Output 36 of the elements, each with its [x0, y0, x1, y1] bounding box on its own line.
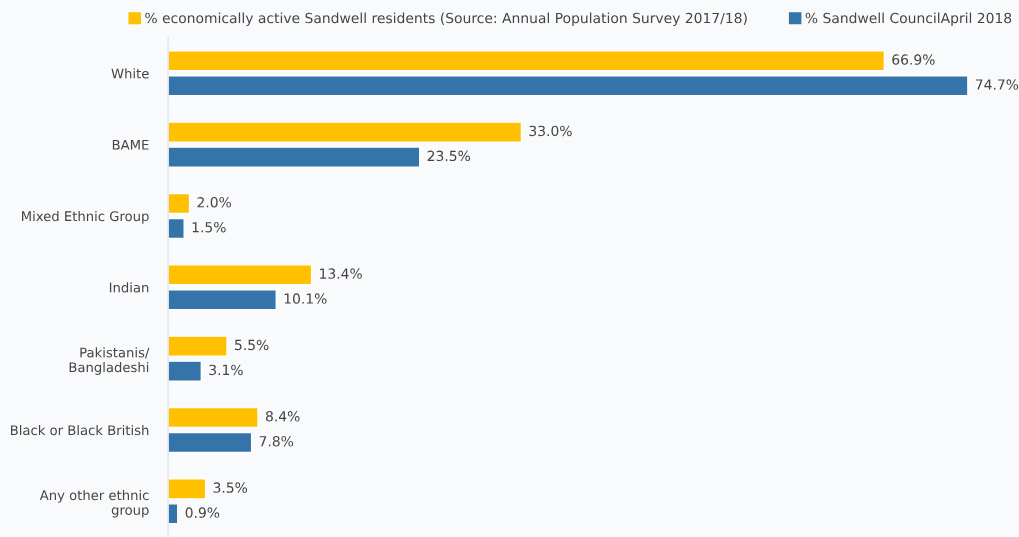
y-tick-label: Any other ethnic group — [39, 489, 149, 518]
bar — [168, 121, 523, 143]
bar — [168, 335, 228, 357]
y-tick-label: Black or Black British — [10, 424, 149, 436]
bar — [168, 192, 191, 215]
data-label: 23.5% — [427, 150, 471, 162]
data-label: 1.5% — [192, 221, 226, 233]
data-label: 33.0% — [529, 125, 572, 137]
data-label: 3.5% — [213, 482, 248, 493]
bar — [168, 360, 203, 382]
data-label: 3.1% — [209, 364, 243, 376]
bar — [168, 217, 185, 240]
data-label: 10.1% — [284, 293, 327, 304]
y-tick-label: Mixed Ethnic Group — [22, 210, 149, 224]
bar — [168, 406, 259, 429]
y-tick-label: Pakistanis/ Bangladeshi — [69, 347, 150, 375]
data-label: 5.5% — [235, 339, 269, 351]
y-tick-label: White — [111, 68, 149, 79]
data-label: 66.9% — [892, 54, 935, 65]
bar — [168, 264, 313, 286]
data-label: 8.4% — [265, 411, 300, 422]
y-tick-label: Indian — [109, 282, 149, 293]
bar — [168, 50, 886, 72]
bar — [168, 146, 421, 168]
y-tick-label: BAME — [112, 140, 149, 150]
data-label: 2.0% — [197, 196, 232, 208]
bar — [168, 478, 207, 500]
data-label: 7.8% — [259, 435, 294, 447]
data-label: 0.9% — [185, 507, 220, 518]
bar — [168, 431, 253, 454]
data-label: 74.7% — [975, 79, 1019, 90]
data-label: 13.4% — [320, 268, 362, 279]
bar — [168, 75, 969, 97]
legend-label: % Sandwell CouncilApril 2018 — [805, 12, 1012, 26]
bar — [168, 289, 277, 311]
legend-label: % economically active Sandwell residents (Source: Annual Population Survey 2017/18) — [145, 12, 747, 26]
